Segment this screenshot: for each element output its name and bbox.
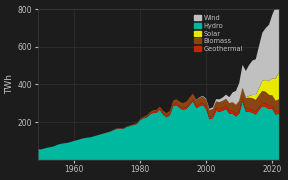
- Y-axis label: TWh: TWh: [5, 75, 15, 94]
- Legend: Wind, Hydro, Solar, Biomass, Geothermal: Wind, Hydro, Solar, Biomass, Geothermal: [193, 14, 245, 53]
